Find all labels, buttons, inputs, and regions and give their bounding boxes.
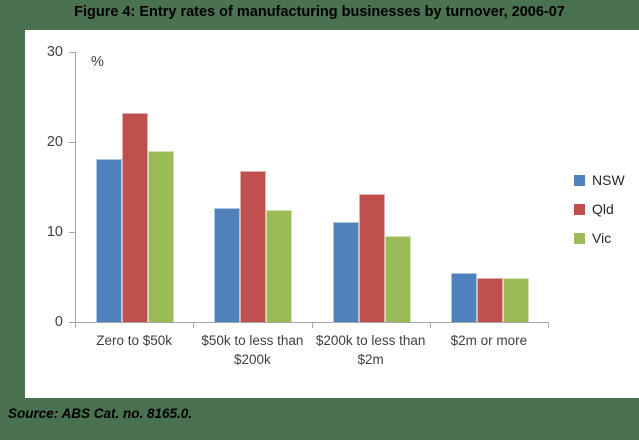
chart-plot-area: % 0 10 20 30 Zero to $50k $50k to less than … [25, 30, 639, 398]
x-category-label: $200k to less than $2m [315, 333, 426, 367]
y-tick-label: 10 [46, 224, 63, 240]
legend: NSW Qld Vic [574, 172, 625, 246]
legend-item-nsw: NSW [574, 172, 625, 188]
bar-qld-4 [476, 277, 503, 322]
bar-vic-2 [266, 210, 293, 322]
bar-qld-3 [358, 194, 385, 322]
bar-nsw-4 [450, 272, 477, 322]
x-tick-mark [548, 323, 549, 328]
x-category-label: $2m or more [450, 333, 528, 348]
legend-label: Qld [592, 201, 614, 217]
legend-item-qld: Qld [574, 201, 625, 217]
y-tick-label: 20 [46, 134, 63, 150]
legend-swatch-qld-icon [574, 203, 585, 215]
chart-title: Figure 4: Entry rates of manufacturing b… [74, 4, 565, 20]
x-tick-mark [193, 323, 195, 328]
x-category-label: $50k to less than $200k [201, 333, 304, 367]
bar-vic-3 [384, 235, 411, 322]
bar-vic-1 [148, 151, 174, 322]
y-tick-mark [69, 232, 75, 233]
y-axis-unit-label: % [91, 54, 104, 70]
legend-item-vic: Vic [574, 230, 625, 246]
y-tick-label: 0 [54, 314, 63, 330]
x-tick-mark [429, 323, 431, 328]
x-category-label: Zero to $50k [96, 333, 173, 348]
bar-nsw-2 [214, 207, 241, 322]
source-note: Source: ABS Cat. no. 8165.0. [8, 406, 193, 421]
bar-qld-1 [122, 113, 148, 322]
bar-nsw-1 [96, 159, 122, 322]
x-tick-mark [75, 323, 76, 328]
legend-label: NSW [592, 172, 625, 188]
y-tick-label: 30 [46, 44, 63, 60]
y-tick-mark [69, 322, 75, 323]
bar-nsw-3 [332, 222, 359, 322]
x-tick-mark [311, 323, 313, 328]
y-tick-mark [69, 52, 75, 53]
x-axis-line [69, 322, 549, 323]
y-axis-line [75, 52, 76, 323]
bar-qld-2 [240, 170, 267, 322]
legend-label: Vic [592, 230, 612, 246]
y-tick-mark [69, 142, 75, 143]
legend-swatch-vic-icon [574, 232, 585, 244]
legend-swatch-nsw-icon [574, 174, 585, 186]
bar-vic-4 [502, 277, 529, 322]
